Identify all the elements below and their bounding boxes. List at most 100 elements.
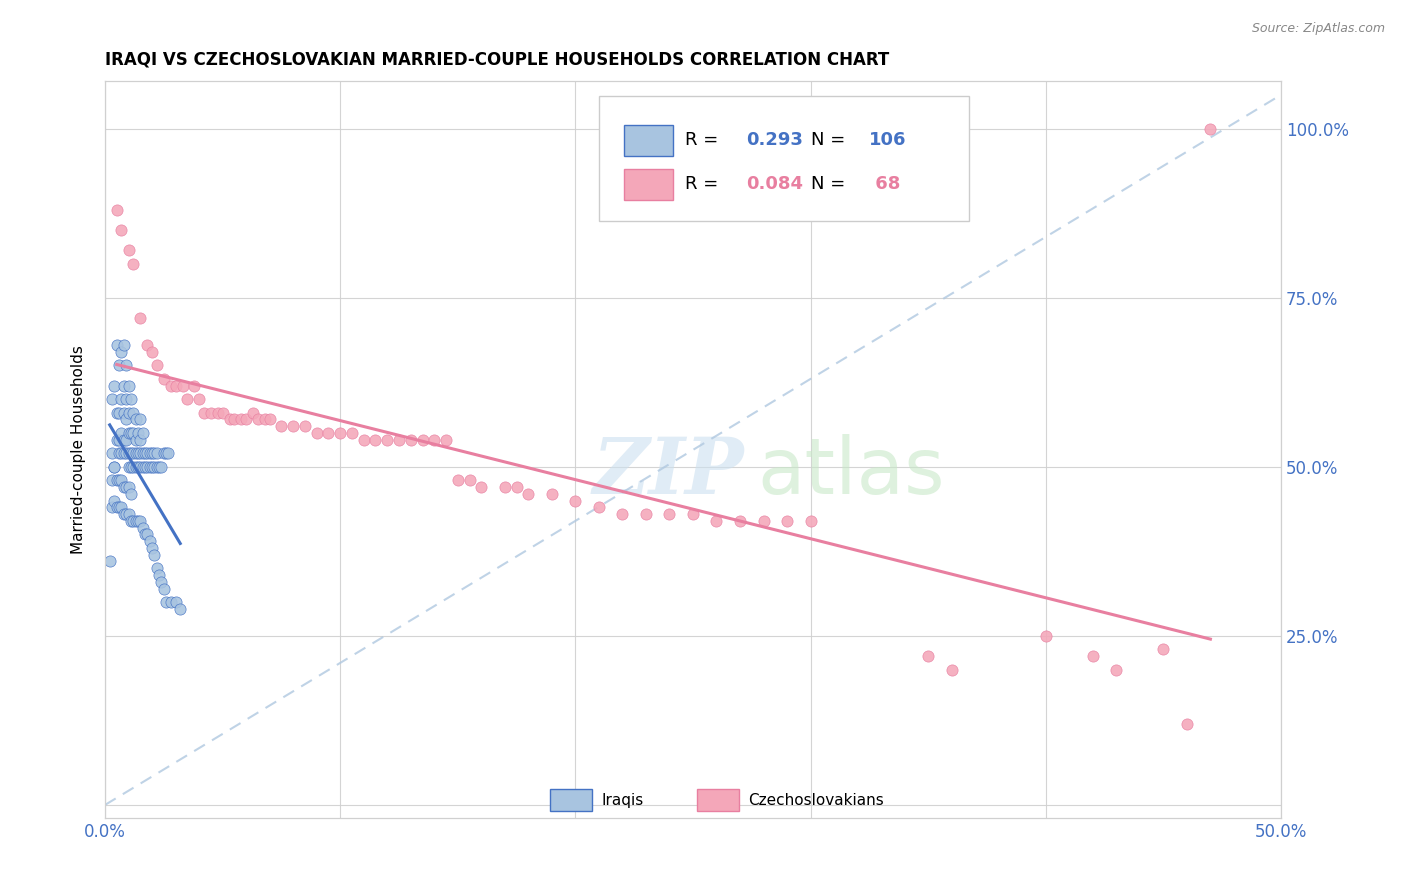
Point	[188, 392, 211, 407]
FancyBboxPatch shape	[599, 96, 969, 221]
Point	[138, 534, 160, 549]
Point	[115, 480, 138, 494]
Point	[105, 473, 128, 487]
Point	[105, 500, 128, 515]
Point	[253, 412, 276, 426]
Point	[110, 223, 132, 237]
Text: Source: ZipAtlas.com: Source: ZipAtlas.com	[1251, 22, 1385, 36]
Point	[634, 507, 657, 521]
Point	[110, 446, 132, 460]
Point	[105, 406, 128, 420]
Point	[917, 649, 939, 664]
Point	[1175, 716, 1198, 731]
Point	[141, 541, 163, 555]
Point	[143, 446, 166, 460]
Point	[101, 473, 124, 487]
Point	[131, 425, 153, 440]
Point	[110, 392, 132, 407]
Point	[115, 392, 138, 407]
Point	[682, 507, 704, 521]
Point	[160, 595, 183, 609]
Text: R =: R =	[685, 175, 724, 193]
Point	[658, 507, 681, 521]
Point	[136, 527, 159, 541]
Point	[231, 412, 253, 426]
Point	[143, 548, 166, 562]
Point	[103, 459, 125, 474]
Point	[117, 507, 139, 521]
Point	[211, 406, 233, 420]
Point	[138, 459, 160, 474]
Point	[129, 459, 152, 474]
Point	[108, 500, 131, 515]
Point	[776, 514, 799, 528]
FancyBboxPatch shape	[696, 789, 738, 811]
Point	[157, 446, 180, 460]
Point	[353, 433, 375, 447]
Point	[112, 338, 135, 352]
Point	[458, 473, 481, 487]
Point	[150, 459, 173, 474]
Point	[145, 459, 167, 474]
Point	[124, 459, 146, 474]
Point	[145, 359, 167, 373]
Point	[112, 433, 135, 447]
Point	[129, 446, 152, 460]
Point	[108, 446, 131, 460]
Text: Iraqis: Iraqis	[602, 792, 644, 807]
Point	[112, 446, 135, 460]
Point	[115, 507, 138, 521]
Point	[728, 514, 751, 528]
Point	[318, 425, 340, 440]
Point	[148, 459, 170, 474]
Point	[138, 446, 160, 460]
Point	[108, 359, 131, 373]
FancyBboxPatch shape	[550, 789, 592, 811]
Point	[143, 459, 166, 474]
Point	[122, 446, 145, 460]
Point	[108, 473, 131, 487]
Point	[141, 459, 163, 474]
Point	[120, 487, 142, 501]
Point	[541, 487, 564, 501]
Point	[129, 433, 152, 447]
Point	[129, 311, 152, 326]
Point	[150, 574, 173, 589]
Point	[103, 493, 125, 508]
Point	[108, 433, 131, 447]
Point	[364, 433, 387, 447]
Point	[101, 392, 124, 407]
Point	[129, 514, 152, 528]
Point	[193, 406, 215, 420]
Point	[117, 480, 139, 494]
Point	[152, 372, 174, 386]
Point	[505, 480, 527, 494]
Point	[117, 459, 139, 474]
Point	[305, 425, 328, 440]
Point	[115, 359, 138, 373]
Point	[110, 500, 132, 515]
Point	[183, 378, 205, 392]
Point	[148, 568, 170, 582]
Point	[434, 433, 457, 447]
Point	[127, 446, 149, 460]
Text: ZIP: ZIP	[593, 434, 745, 510]
Text: 0.084: 0.084	[747, 175, 803, 193]
Point	[105, 202, 128, 217]
Point	[564, 493, 586, 508]
Point	[165, 378, 187, 392]
Point	[112, 378, 135, 392]
Point	[176, 392, 198, 407]
Point	[124, 433, 146, 447]
Point	[1199, 121, 1222, 136]
Point	[117, 406, 139, 420]
Point	[101, 500, 124, 515]
Point	[152, 446, 174, 460]
Y-axis label: Married-couple Households: Married-couple Households	[72, 345, 86, 554]
Point	[242, 406, 264, 420]
Point	[124, 446, 146, 460]
Point	[155, 595, 177, 609]
Text: 68: 68	[869, 175, 901, 193]
Point	[447, 473, 470, 487]
Point	[112, 507, 135, 521]
